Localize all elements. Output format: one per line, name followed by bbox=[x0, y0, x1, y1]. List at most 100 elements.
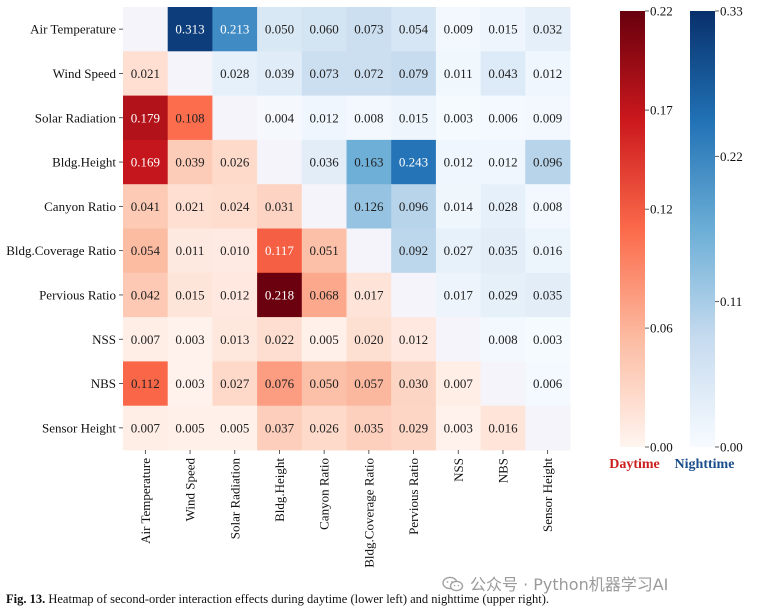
cell-value-label: 0.029 bbox=[488, 287, 517, 302]
column-label: Pervious Ratio bbox=[406, 458, 421, 535]
heatmap-cell-r5-c8 bbox=[480, 228, 526, 274]
cell-value-label: 0.213 bbox=[220, 22, 249, 37]
cell-value-label: 0.005 bbox=[220, 420, 249, 435]
heatmap-cell-r0-c3 bbox=[257, 7, 303, 52]
watermark-text: 公众号 · Python机器学习AI bbox=[470, 575, 669, 594]
cell-value-label: 0.218 bbox=[265, 287, 294, 302]
cell-value-label: 0.006 bbox=[488, 110, 518, 125]
heatmap-cell-r6-c5 bbox=[346, 272, 392, 318]
heatmap-cell-r1-c9 bbox=[525, 51, 571, 96]
heatmap-cell-r2-c9 bbox=[525, 95, 571, 141]
heatmap-cell-r2-c4 bbox=[301, 95, 347, 141]
cell-value-label: 0.112 bbox=[131, 376, 160, 391]
row-label: Solar Radiation bbox=[35, 110, 117, 125]
cell-value-label: 0.054 bbox=[399, 22, 429, 37]
heatmap-cell-r8-c9 bbox=[525, 361, 571, 407]
cell-value-label: 0.022 bbox=[265, 332, 294, 347]
cell-value-label: 0.096 bbox=[399, 199, 429, 214]
heatmap-cell-r7-c5 bbox=[346, 317, 392, 362]
heatmap-cell-r1-c3 bbox=[257, 51, 303, 96]
cell-value-label: 0.016 bbox=[488, 420, 518, 435]
cell-value-label: 0.027 bbox=[220, 376, 250, 391]
cell-value-label: 0.037 bbox=[265, 420, 295, 435]
cell-value-label: 0.008 bbox=[354, 110, 383, 125]
heatmap-cell-r9-c0 bbox=[123, 405, 169, 451]
cell-value-label: 0.126 bbox=[354, 199, 384, 214]
row-label: Bldg.Height bbox=[52, 155, 116, 170]
heatmap-cell-r1-c2 bbox=[212, 51, 258, 96]
cell-value-label: 0.007 bbox=[131, 420, 161, 435]
heatmap-cell-r8-c3 bbox=[257, 361, 303, 407]
heatmap-cell-r6-c2 bbox=[212, 272, 258, 318]
cell-value-label: 0.015 bbox=[488, 22, 517, 37]
cell-value-label: 0.010 bbox=[220, 243, 249, 258]
cell-value-label: 0.012 bbox=[399, 332, 428, 347]
heatmap-cell-r5-c5 bbox=[346, 228, 392, 274]
cell-value-label: 0.035 bbox=[533, 287, 562, 302]
cell-value-label: 0.011 bbox=[444, 66, 473, 81]
heatmap-cell-r1-c1 bbox=[167, 51, 213, 96]
column-label: Canyon Ratio bbox=[317, 458, 332, 530]
cell-value-label: 0.013 bbox=[220, 332, 249, 347]
heatmap-cell-r9-c7 bbox=[435, 405, 481, 451]
cell-value-label: 0.021 bbox=[175, 199, 204, 214]
cell-value-label: 0.021 bbox=[131, 66, 160, 81]
heatmap-cell-r3-c4 bbox=[301, 139, 347, 185]
heatmap-cell-r4-c4 bbox=[301, 184, 347, 229]
heatmap-cell-r9-c2 bbox=[212, 405, 258, 451]
caption-label: Fig. 13. bbox=[6, 592, 46, 606]
heatmap-cell-r6-c0 bbox=[123, 272, 169, 318]
nighttime-legend-label: Nighttime bbox=[675, 457, 735, 472]
cell-value-label: 0.017 bbox=[354, 287, 384, 302]
heatmap-cell-r4-c5 bbox=[346, 184, 392, 229]
heatmap-cell-r4-c0 bbox=[123, 184, 169, 229]
heatmap-cell-r5-c9 bbox=[525, 228, 571, 274]
colorbar-tick-label: 0.12 bbox=[650, 202, 673, 217]
heatmap-cell-r7-c3 bbox=[257, 317, 303, 362]
cell-value-label: 0.015 bbox=[175, 287, 204, 302]
cell-value-label: 0.051 bbox=[310, 243, 339, 258]
heatmap-cell-r7-c7 bbox=[435, 317, 481, 362]
heatmap-cell-r9-c5 bbox=[346, 405, 392, 451]
heatmap-cell-r4-c6 bbox=[391, 184, 437, 229]
cell-value-label: 0.008 bbox=[533, 199, 562, 214]
heatmap-cell-r3-c5 bbox=[346, 139, 392, 185]
heatmap-chart: 0.313 0.213 0.050 0.060 0.073 0.054 0.009 0.015… bbox=[6, 4, 743, 568]
heatmap-cell-r5-c2 bbox=[212, 228, 258, 274]
heatmap-cell-r3-c2 bbox=[212, 139, 258, 185]
heatmap-cell-r8-c5 bbox=[346, 361, 392, 407]
colorbar-tick-label: 0.22 bbox=[650, 4, 673, 19]
heatmap-cell-r0-c0 bbox=[123, 7, 169, 52]
heatmap-cell-r0-c6 bbox=[391, 7, 437, 52]
cell-value-label: 0.117 bbox=[265, 243, 294, 258]
heatmap-cell-r1-c8 bbox=[480, 51, 526, 96]
colorbar-tick-label: 0.00 bbox=[650, 440, 673, 455]
cell-value-label: 0.024 bbox=[220, 199, 250, 214]
heatmap-cell-r0-c8 bbox=[480, 7, 526, 52]
heatmap-cell-r4-c9 bbox=[525, 184, 571, 229]
heatmap-cell-r8-c6 bbox=[391, 361, 437, 407]
cell-value-label: 0.039 bbox=[175, 155, 204, 170]
cell-value-label: 0.073 bbox=[310, 66, 339, 81]
cell-value-label: 0.003 bbox=[444, 420, 473, 435]
row-label: Wind Speed bbox=[53, 66, 117, 81]
cell-value-label: 0.079 bbox=[399, 66, 428, 81]
cell-value-label: 0.032 bbox=[533, 22, 562, 37]
cell-value-label: 0.179 bbox=[131, 110, 160, 125]
heatmap-cell-r9-c6 bbox=[391, 405, 437, 451]
colorbar-tick-label: 0.22 bbox=[720, 149, 743, 164]
cell-value-label: 0.042 bbox=[131, 287, 160, 302]
row-label: Sensor Height bbox=[42, 420, 116, 435]
cell-value-label: 0.015 bbox=[399, 110, 428, 125]
cell-value-label: 0.092 bbox=[399, 243, 428, 258]
heatmap-cell-r5-c6 bbox=[391, 228, 437, 274]
cell-value-label: 0.012 bbox=[310, 110, 339, 125]
heatmap-cell-r4-c7 bbox=[435, 184, 481, 229]
cell-value-label: 0.054 bbox=[131, 243, 161, 258]
heatmap-cell-r8-c1 bbox=[167, 361, 213, 407]
heatmap-cell-r3-c0 bbox=[123, 139, 169, 185]
heatmap-cell-r2-c5 bbox=[346, 95, 392, 141]
heatmap-cell-r1-c6 bbox=[391, 51, 437, 96]
heatmap-cell-r0-c9 bbox=[525, 7, 571, 52]
cell-value-label: 0.007 bbox=[444, 376, 474, 391]
